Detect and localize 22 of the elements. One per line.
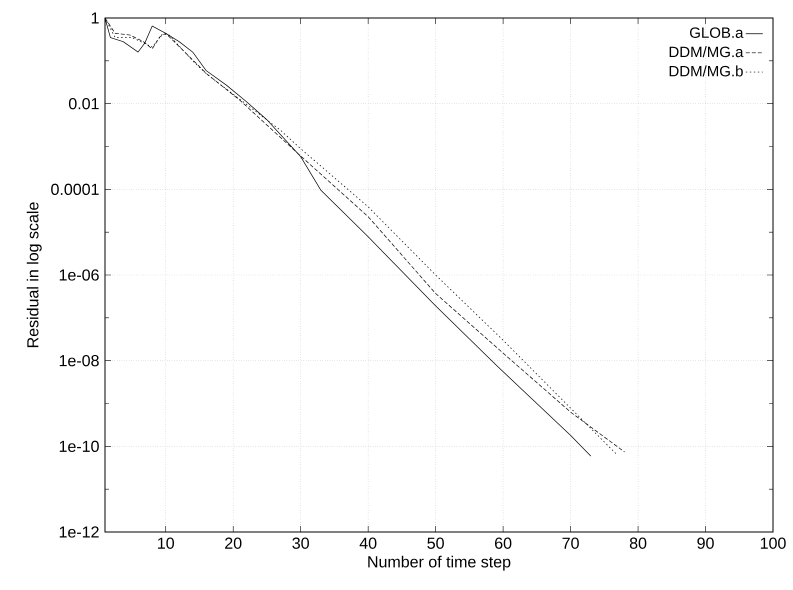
x-tick-label: 80 — [630, 538, 646, 549]
y-tick-label: 0.0001 — [51, 184, 99, 195]
legend-label: DDM/MG.b — [670, 65, 743, 76]
x-tick-label: 60 — [495, 538, 512, 549]
y-axis-title: Residual in log scale — [26, 202, 42, 348]
y-tick-label: 0.01 — [68, 98, 99, 110]
x-tick-label: 30 — [292, 538, 309, 549]
x-tick-label: 20 — [225, 538, 242, 549]
legend-label: DDM/MG.a — [670, 46, 744, 58]
y-tick-label: 1 — [92, 12, 99, 24]
y-tick-label: 1e-06 — [60, 269, 99, 281]
x-tick-label: 90 — [697, 538, 714, 549]
x-tick-label: 50 — [427, 538, 444, 549]
x-tick-label: 100 — [760, 538, 786, 549]
y-tick-label: 1e-08 — [60, 355, 99, 366]
x-tick-label: 70 — [562, 538, 579, 549]
y-tick-label: 1e-10 — [60, 440, 99, 452]
x-tick-label: 10 — [158, 538, 174, 549]
legend-label: GLOB.a — [690, 27, 744, 38]
y-tick-label: 1e-12 — [60, 526, 99, 538]
x-axis-title: Number of time step — [368, 556, 510, 571]
x-tick-label: 40 — [360, 538, 376, 549]
